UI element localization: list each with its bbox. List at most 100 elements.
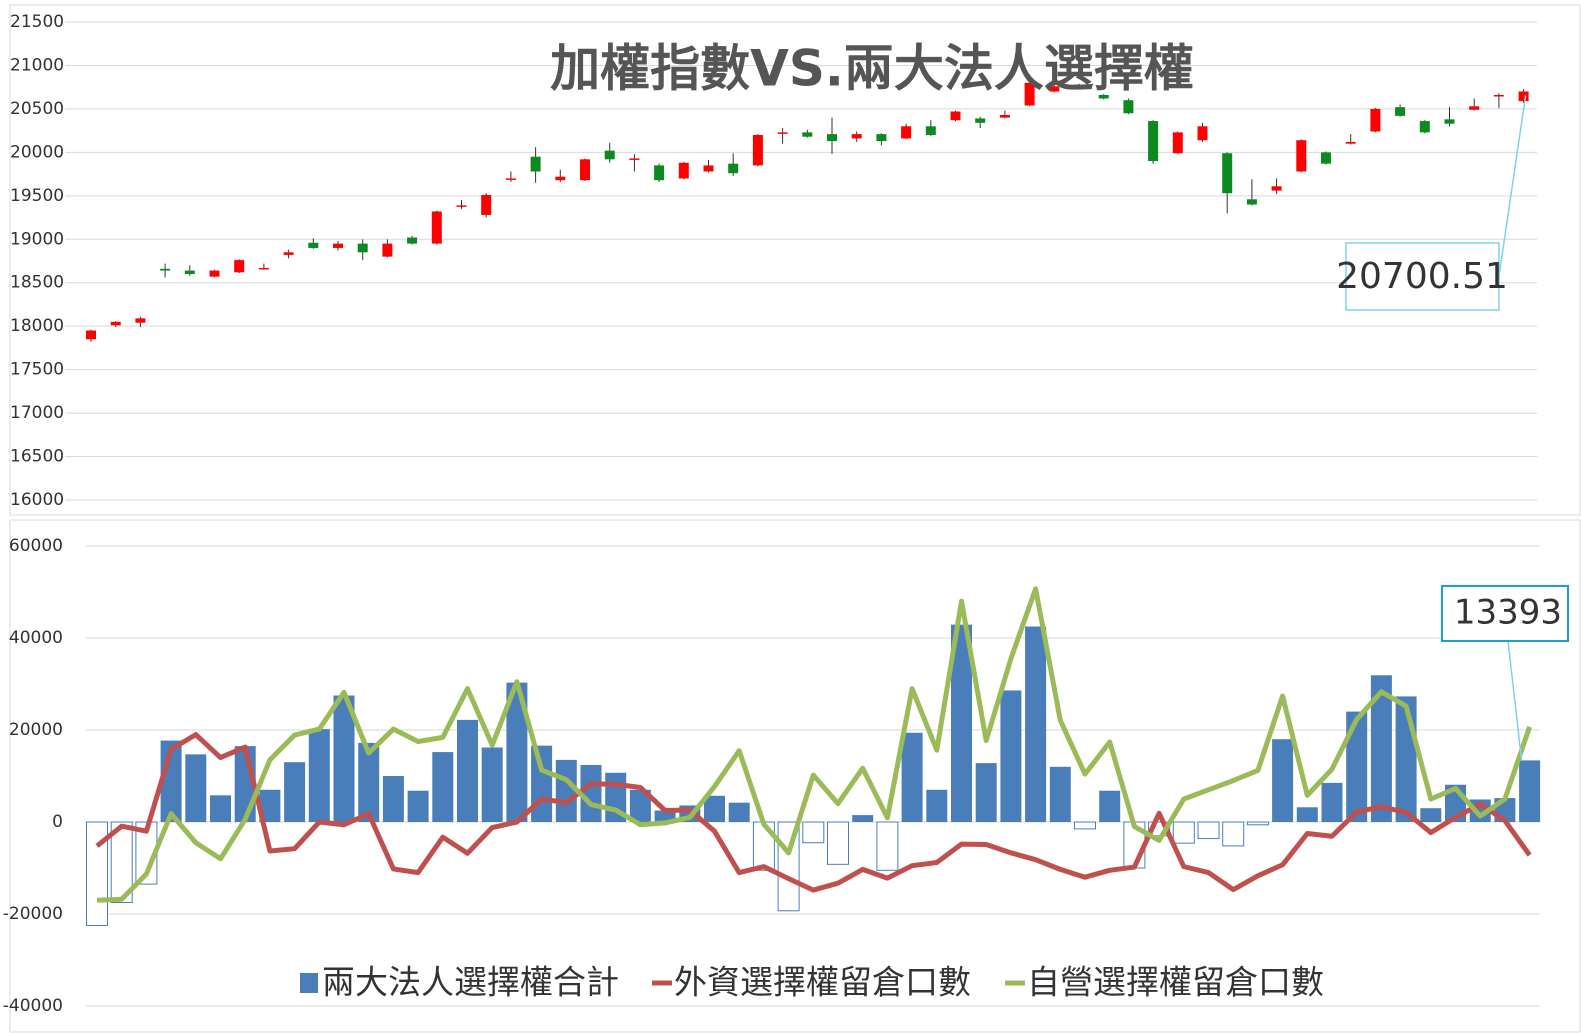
y-tick-label: -40000 — [3, 996, 63, 1016]
candle-body — [1123, 100, 1134, 114]
candle-body — [1444, 119, 1455, 124]
bar — [407, 790, 429, 822]
candle-body — [555, 176, 566, 181]
bar — [876, 821, 899, 871]
candle-body — [86, 330, 96, 340]
y-tick-label: 21000 — [10, 55, 64, 75]
candle-body — [505, 178, 516, 180]
bar — [1246, 821, 1269, 826]
bar — [1370, 675, 1392, 822]
bar — [827, 821, 849, 865]
top-panel — [9, 4, 1581, 516]
candle-body — [481, 194, 492, 215]
bar — [1172, 821, 1195, 844]
line-series — [96, 586, 1532, 903]
candle-body — [1197, 126, 1208, 141]
candle-body — [1296, 140, 1307, 172]
candle-body — [110, 321, 121, 326]
legend-label: 外資選擇權留倉口數 — [674, 963, 971, 1002]
candle-body — [160, 268, 171, 271]
callout-box — [1441, 585, 1569, 642]
bar — [506, 682, 528, 822]
candle-body — [827, 134, 837, 142]
candle-body — [530, 156, 541, 172]
legend-swatch — [300, 973, 318, 993]
bar — [1321, 782, 1343, 822]
bar — [1049, 766, 1071, 822]
candle-body — [975, 118, 986, 123]
bar — [284, 762, 306, 822]
bar — [1000, 690, 1022, 822]
candle-body — [1469, 106, 1480, 110]
candle-body — [209, 270, 220, 277]
candle-body — [901, 126, 912, 139]
y-tick-label: 16500 — [10, 447, 64, 467]
candle-body — [234, 260, 245, 273]
candle-body — [925, 126, 936, 135]
candle-body — [1271, 186, 1282, 191]
bar — [1099, 790, 1121, 822]
candle-body — [135, 318, 146, 323]
y-tick-label: -20000 — [3, 904, 63, 924]
candle-body — [382, 243, 393, 257]
bar — [1296, 807, 1318, 822]
candle-body — [777, 132, 788, 134]
bar — [654, 810, 676, 822]
candle-body — [1345, 141, 1356, 144]
y-tick-label: 16000 — [10, 490, 64, 510]
candle-body — [1246, 199, 1257, 205]
candle-body — [654, 165, 665, 181]
bar — [210, 795, 231, 822]
candle-body — [1518, 91, 1529, 102]
bar — [1420, 808, 1442, 822]
y-tick-label: 60000 — [9, 536, 63, 556]
y-tick-label: 21500 — [10, 12, 64, 32]
callout-line — [1507, 640, 1523, 761]
y-tick-label: 19500 — [10, 186, 64, 206]
candle-body — [308, 242, 319, 248]
candle-body — [333, 243, 343, 248]
bar — [1074, 821, 1096, 830]
bar — [555, 759, 577, 822]
candle-body — [357, 243, 368, 253]
candle-body — [1148, 121, 1159, 162]
callout-box — [1345, 242, 1500, 311]
candle-body — [456, 205, 467, 207]
candle-body — [407, 237, 418, 244]
bar — [531, 745, 553, 822]
y-tick-label: 19000 — [10, 229, 64, 249]
candle-body — [728, 163, 739, 174]
candle-body — [851, 134, 862, 139]
candle-body — [184, 270, 195, 275]
candle-body — [678, 162, 689, 179]
bar — [185, 754, 207, 822]
candle-body — [1172, 132, 1183, 154]
y-tick-label: 20500 — [10, 99, 64, 119]
callout-line — [1498, 95, 1527, 277]
bar — [975, 763, 997, 822]
candle-body — [1222, 153, 1233, 194]
line-series — [95, 732, 1532, 893]
bar — [382, 776, 404, 822]
chart-title: 加權指數VS.兩大法人選擇權 — [550, 40, 1194, 98]
candle-body — [1493, 95, 1504, 97]
y-tick-label: 40000 — [9, 628, 63, 648]
data-label: 20700.51 — [1336, 256, 1508, 297]
bar — [852, 815, 874, 822]
candle-body — [950, 111, 961, 121]
bottom-panel — [9, 519, 1581, 1033]
bar — [432, 752, 454, 822]
candle-body — [1098, 95, 1109, 99]
y-tick-label: 18000 — [10, 316, 64, 336]
bar — [1346, 711, 1368, 822]
candle-body — [604, 150, 615, 160]
bar — [481, 747, 503, 822]
legend-label: 兩大法人選擇權合計 — [322, 963, 619, 1002]
bar — [1519, 760, 1541, 822]
candle-body — [283, 252, 294, 255]
candle-body — [1074, 84, 1084, 89]
bar — [1272, 739, 1294, 822]
candle-body — [258, 267, 269, 270]
bar — [358, 742, 380, 822]
